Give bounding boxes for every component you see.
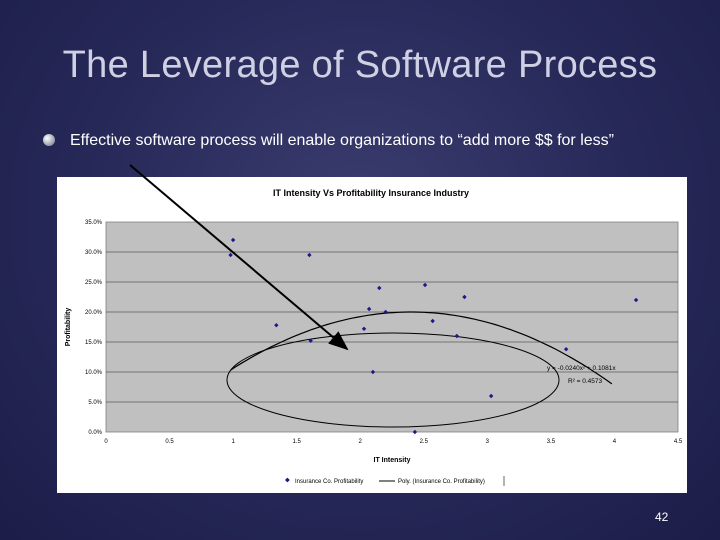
data-point	[430, 318, 435, 324]
bullet-text: Effective software process will enable o…	[70, 132, 614, 149]
y-tick-label: 10.0%	[85, 370, 103, 376]
x-tick-label: 2	[359, 439, 363, 445]
x-tick-label: 4	[613, 439, 617, 445]
x-axis-label: IT Intensity	[374, 457, 411, 464]
page-number: 42	[655, 510, 669, 524]
x-tick-labels: 0 0.5 1 1.5 2 2.5 3 3.5 4 4.5	[104, 439, 683, 445]
data-point	[366, 306, 372, 312]
y-tick-label: 35.0%	[85, 220, 103, 226]
legend-label-scatter: Insurance Co. Profitability	[295, 479, 363, 485]
y-tick-label: 5.0%	[88, 400, 102, 406]
trendline-equation: y = -0.0240x² + 0.1081x	[547, 365, 616, 372]
data-point	[370, 369, 376, 375]
data-point	[383, 309, 388, 315]
x-tick-label: 3	[486, 439, 490, 445]
scatter-chart: IT Intensity Vs Profitability Insurance …	[65, 188, 683, 486]
slide-title: The Leverage of Software Process	[62, 44, 658, 86]
bullet-icon	[43, 134, 55, 146]
y-tick-label: 25.0%	[85, 280, 103, 286]
highlight-ellipse	[226, 332, 560, 428]
data-point	[422, 282, 428, 288]
plot-area	[105, 221, 679, 433]
data-point	[412, 429, 418, 435]
data-point	[462, 294, 467, 300]
y-tick-label: 15.0%	[85, 340, 103, 346]
x-tick-label: 0	[104, 439, 108, 445]
legend-label-trend: Poly. (Insurance Co. Profitability)	[398, 479, 485, 485]
y-axis-label: Profitability	[65, 308, 72, 347]
chart-panel: IT Intensity Vs Profitability Insurance …	[57, 177, 687, 493]
y-tick-label: 30.0%	[85, 250, 103, 256]
annotation-ellipse	[226, 332, 560, 428]
x-tick-label: 3.5	[547, 439, 556, 445]
data-point	[488, 393, 494, 399]
data-point	[454, 333, 460, 339]
legend: Insurance Co. Profitability Poly. (Insur…	[285, 476, 505, 486]
data-point	[377, 285, 382, 291]
x-tick-label: 4.5	[674, 439, 683, 445]
data-point	[563, 347, 569, 352]
y-tick-label: 20.0%	[85, 310, 103, 316]
x-tick-label: 1.5	[292, 439, 301, 445]
x-tick-label: 0.5	[165, 439, 174, 445]
y-tick-labels: 0.0% 5.0% 10.0% 15.0% 20.0% 25.0% 30.0% 35.0%	[85, 220, 103, 436]
x-tick-label: 2.5	[420, 439, 429, 445]
legend-marker	[285, 477, 290, 483]
trendline-r2: R² = 0.4573	[568, 378, 603, 385]
chart-title: IT Intensity Vs Profitability Insurance …	[273, 188, 469, 198]
data-point	[633, 297, 639, 303]
data-point	[361, 326, 367, 331]
x-tick-label: 1	[231, 439, 235, 445]
y-tick-label: 0.0%	[88, 430, 102, 436]
